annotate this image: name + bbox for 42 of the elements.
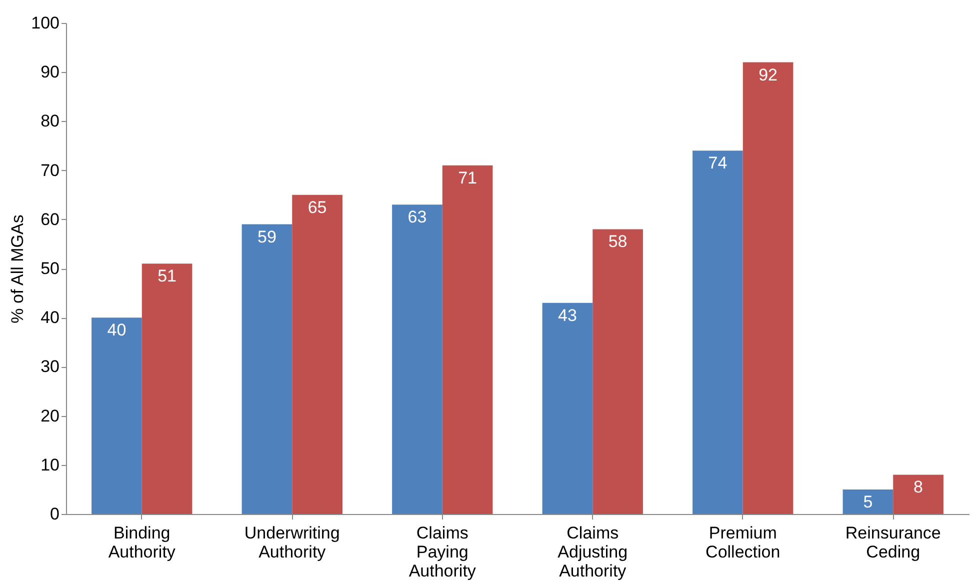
x-tick-label: Claims Paying Authority [408,524,476,580]
x-tick-label: Binding Authority [108,524,176,562]
data-label: 74 [708,154,728,173]
bar [292,194,342,514]
data-label: 59 [258,227,276,246]
bar [592,229,643,514]
data-label: 58 [608,232,628,252]
data-label: 63 [408,208,427,227]
bar [542,302,593,514]
y-tick-label: 50 [40,259,60,278]
y-tick-label: 100 [31,14,60,32]
bar [242,224,292,514]
y-tick-label: 20 [40,406,60,426]
y-tick-label: 10 [40,455,60,474]
y-tick-label: 60 [40,210,60,229]
y-tick-label: 0 [50,504,60,524]
y-tick-label: 70 [40,160,60,180]
bar [893,474,944,514]
data-label: 5 [863,492,873,512]
x-tick-label: Reinsurance Ceding [845,524,941,562]
x-tick-label: Premium Collection [706,524,780,562]
data-label: 8 [914,478,924,497]
data-label: 65 [308,198,327,217]
x-tick-label: Underwriting Authority [244,524,340,562]
y-tick-label: 80 [40,112,60,131]
bar [692,150,743,514]
bar [442,165,493,514]
bar [392,204,442,514]
bar [92,318,142,514]
data-label: 43 [558,306,577,325]
data-label: 51 [158,266,177,286]
y-axis-title: % of All MGAs [8,214,28,324]
bar [742,62,794,514]
y-tick-label: 40 [40,308,60,328]
bar [842,489,894,514]
data-label: 71 [458,168,478,188]
x-tick-label: Claims Adjusting Authority [558,524,628,580]
data-label: 92 [758,65,778,84]
data-label: 40 [107,320,126,340]
bar [142,264,192,514]
y-tick-label: 90 [40,62,60,82]
y-tick-label: 30 [40,357,60,376]
